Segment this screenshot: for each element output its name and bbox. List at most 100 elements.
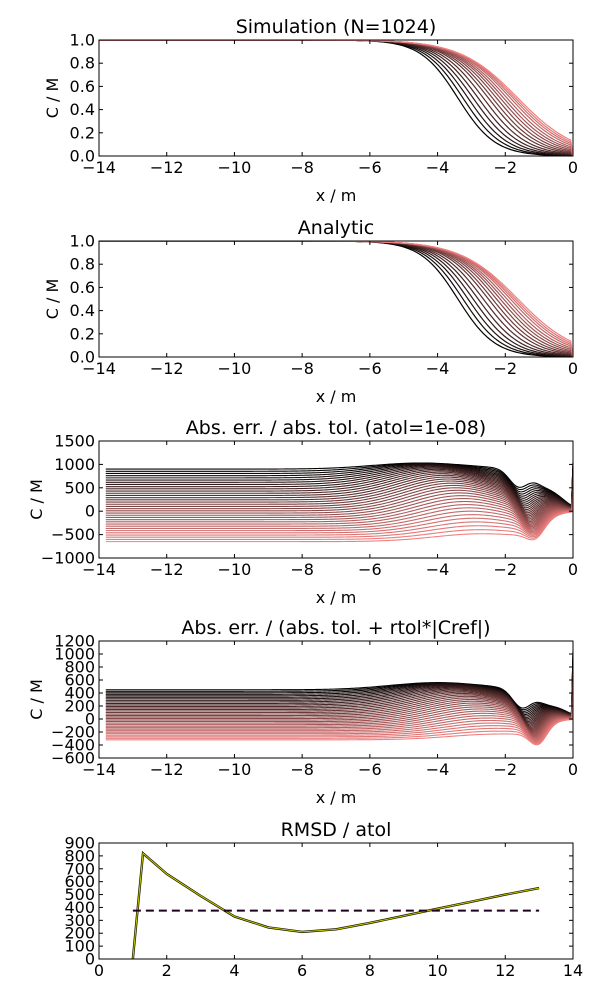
y-axis-label: C / M bbox=[43, 78, 62, 119]
x-axis-label: x / m bbox=[316, 387, 357, 406]
y-tick-label: 0.4 bbox=[70, 100, 95, 119]
axes-frame bbox=[98, 240, 574, 358]
y-tick-label: 200 bbox=[64, 924, 95, 943]
y-tick-label: 0.2 bbox=[70, 324, 95, 343]
curve-line bbox=[105, 462, 573, 507]
x-tick-label: −10 bbox=[218, 158, 252, 177]
y-tick-label: 0.8 bbox=[70, 255, 95, 274]
curve-line bbox=[105, 667, 573, 721]
curve-line bbox=[105, 468, 573, 509]
y-tick-label: 0.8 bbox=[70, 54, 95, 73]
axes-frame bbox=[98, 842, 574, 960]
y-tick-label: 400 bbox=[64, 898, 95, 917]
curve-line bbox=[105, 683, 573, 731]
curve-line bbox=[105, 500, 573, 531]
x-tick-label: 0 bbox=[568, 760, 578, 779]
curve-line bbox=[105, 671, 573, 724]
curve-line bbox=[105, 467, 573, 508]
x-axis-label: x / m bbox=[316, 186, 357, 205]
y-tick-label: 0.6 bbox=[70, 278, 95, 297]
x-tick-label: −6 bbox=[358, 760, 382, 779]
y-tick-label: 600 bbox=[64, 671, 95, 690]
x-tick-label: 0 bbox=[568, 158, 578, 177]
series-line-rmsd bbox=[132, 852, 540, 959]
curve-line bbox=[105, 692, 573, 734]
curve-line bbox=[105, 656, 573, 716]
curve-line bbox=[99, 40, 573, 156]
y-tick-label: −200 bbox=[51, 723, 95, 742]
y-tick-label: 800 bbox=[64, 846, 95, 865]
y-tick-label: 0 bbox=[85, 950, 95, 969]
chart-title: Simulation (N=1024) bbox=[236, 16, 437, 38]
x-tick-label: −10 bbox=[218, 359, 252, 378]
plot-area bbox=[131, 850, 540, 959]
x-tick-label: 2 bbox=[162, 961, 172, 980]
x-tick-label: −4 bbox=[426, 158, 450, 177]
x-tick-label: −2 bbox=[493, 158, 517, 177]
curve-line bbox=[105, 465, 573, 508]
x-tick-label: 4 bbox=[229, 961, 239, 980]
x-tick-label: −6 bbox=[358, 560, 382, 579]
curve-line bbox=[105, 463, 573, 507]
y-tick-label: 400 bbox=[64, 684, 95, 703]
chart-title: Analytic bbox=[298, 217, 374, 239]
curve-line bbox=[105, 494, 573, 526]
y-tick-label: 1.0 bbox=[70, 31, 95, 50]
curve-line bbox=[105, 706, 573, 741]
x-tick-label: −2 bbox=[493, 760, 517, 779]
x-tick-label: −12 bbox=[150, 158, 184, 177]
plot-area bbox=[99, 241, 573, 357]
chart-panel-3: −14 −12 −10 −8 −6 −4 −2 0 −1000 −500 0 500 1000 1500 A… bbox=[27, 417, 578, 607]
series-line-outline bbox=[131, 850, 540, 959]
x-tick-label: −8 bbox=[290, 760, 314, 779]
x-tick-label: −14 bbox=[82, 560, 116, 579]
curve-line bbox=[105, 505, 573, 535]
chart-title: Abs. err. / (abs. tol. + rtol*|Cref|) bbox=[181, 617, 490, 639]
plot-area bbox=[105, 462, 573, 543]
chart-panel-1: −14 −12 −10 −8 −6 −4 −2 0 0.0 0.2 0.4 0.6 0.8 1.0 Simu… bbox=[43, 16, 578, 205]
x-tick-label: −14 bbox=[82, 359, 116, 378]
curve-line bbox=[105, 690, 573, 734]
x-axis-label: x / m bbox=[316, 588, 357, 607]
x-tick-label: −10 bbox=[218, 760, 252, 779]
y-tick-label: −600 bbox=[51, 749, 95, 768]
curve-line bbox=[105, 700, 573, 738]
y-tick-label: 500 bbox=[64, 885, 95, 904]
curve-line bbox=[105, 476, 573, 515]
x-tick-label: −10 bbox=[218, 560, 252, 579]
y-tick-label: 0.4 bbox=[70, 301, 95, 320]
y-tick-label: 0.6 bbox=[70, 77, 95, 96]
y-tick-label: 0.0 bbox=[70, 348, 95, 367]
plot-area bbox=[105, 650, 573, 746]
chart-title: Abs. err. / abs. tol. (atol=1e-08) bbox=[186, 417, 486, 439]
curve-line bbox=[105, 714, 573, 744]
curve-line bbox=[105, 710, 573, 742]
x-tick-label: −6 bbox=[358, 158, 382, 177]
y-tick-label: 1200 bbox=[54, 632, 95, 651]
curve-line bbox=[105, 506, 573, 536]
curve-line bbox=[105, 509, 573, 540]
y-tick-label: 1000 bbox=[54, 645, 95, 664]
x-tick-label: 14 bbox=[563, 961, 583, 980]
y-tick-label: 1500 bbox=[54, 432, 95, 451]
y-tick-label: 100 bbox=[64, 937, 95, 956]
y-tick-label: 0 bbox=[85, 710, 95, 729]
axes-frame bbox=[98, 39, 574, 157]
x-axis-label: x / m bbox=[316, 788, 357, 807]
curve-line bbox=[105, 665, 573, 720]
x-tick-label: −4 bbox=[426, 560, 450, 579]
curve-line bbox=[105, 716, 573, 745]
y-tick-label: 700 bbox=[64, 859, 95, 878]
curve-line bbox=[105, 474, 573, 514]
x-tick-label: 0 bbox=[568, 359, 578, 378]
curve-line bbox=[105, 466, 573, 508]
y-axis-label: C / M bbox=[27, 479, 46, 520]
curve-line bbox=[105, 679, 573, 729]
curve-line bbox=[105, 487, 573, 523]
curve-line bbox=[105, 698, 573, 737]
curve-line bbox=[105, 702, 573, 739]
curve-line bbox=[105, 704, 573, 740]
y-tick-label: 900 bbox=[64, 834, 95, 853]
x-tick-label: 0 bbox=[568, 560, 578, 579]
x-tick-label: −12 bbox=[150, 760, 184, 779]
